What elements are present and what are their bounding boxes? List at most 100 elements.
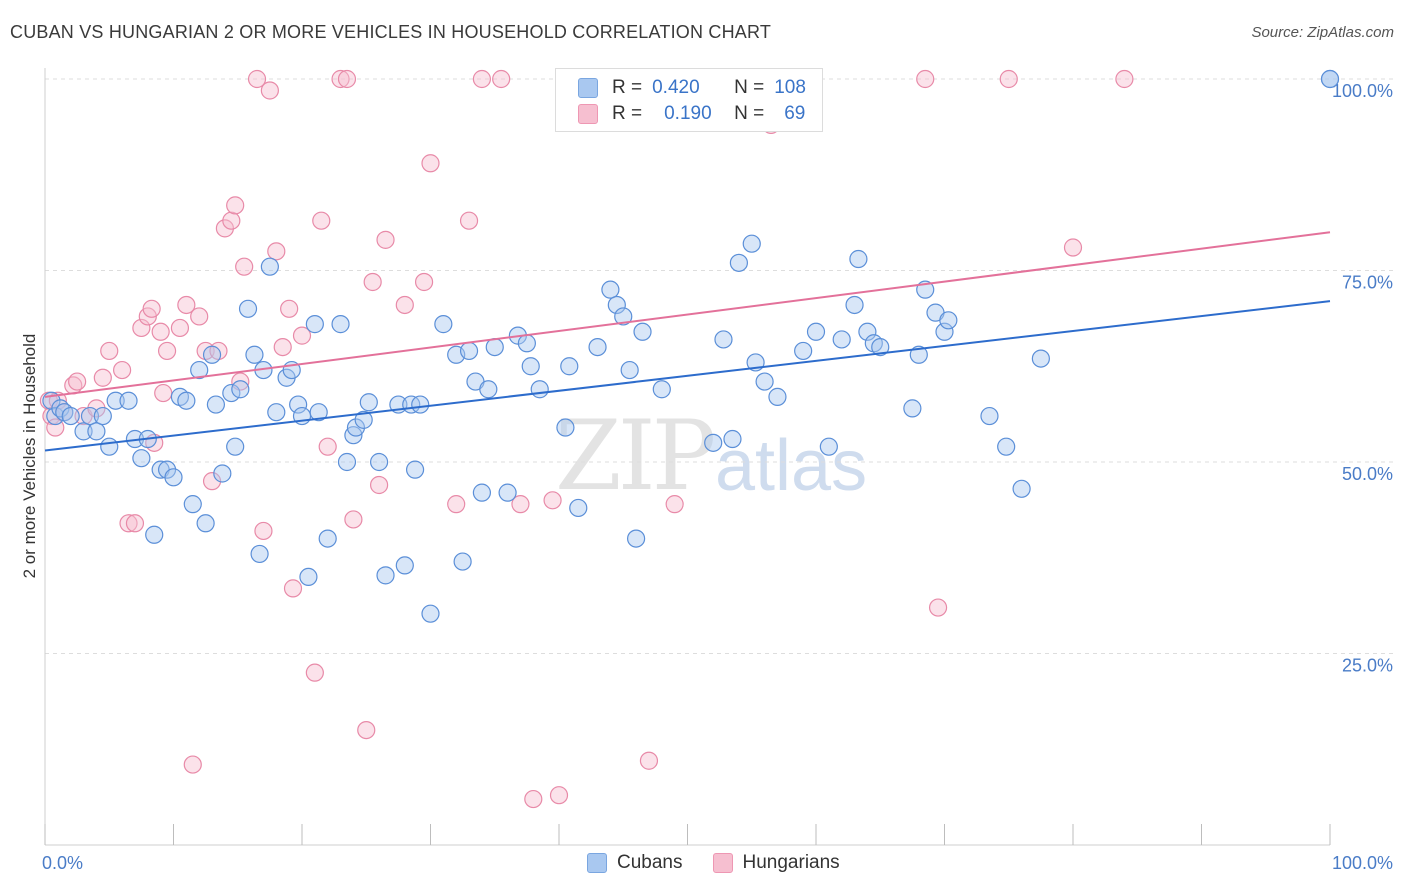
legend-item-hungarians[interactable]: Hungarians <box>712 852 840 874</box>
cubans-point <box>742 234 761 253</box>
hungarians-point <box>183 755 202 774</box>
cubans-point <box>472 483 491 502</box>
cubans-point <box>806 322 826 341</box>
hungarians-point <box>492 69 511 89</box>
cubans-point <box>100 437 119 456</box>
cubans-point <box>202 345 222 364</box>
hungarians-point <box>524 789 543 809</box>
hungarians-point <box>235 257 254 276</box>
cubans-point <box>935 322 954 341</box>
legend-r-label: R = <box>612 103 643 124</box>
cubans-point <box>222 383 241 403</box>
y-tick-label: 50.0% <box>1342 464 1393 484</box>
cubans-point <box>245 345 264 364</box>
cubans-point <box>652 380 671 399</box>
hungarians-point <box>226 196 245 215</box>
cubans-point <box>213 464 232 483</box>
hungarians-point <box>177 295 196 315</box>
legend-n-value: 108 <box>774 77 806 98</box>
cubans-point <box>250 544 269 564</box>
legend-r-value: 0.420 <box>652 77 700 98</box>
source-label: Source: ZipAtlas.com <box>1251 24 1394 41</box>
x-tick-label: 0.0% <box>42 853 83 873</box>
legend-n-label: N = <box>734 103 765 124</box>
cubans-point <box>183 495 202 514</box>
cubans-point <box>704 433 723 452</box>
cubans-point <box>607 295 626 315</box>
hungarians-point <box>273 338 292 357</box>
cubans-point <box>346 418 366 437</box>
cubans-point <box>453 552 472 571</box>
cubans-point <box>206 395 226 414</box>
hungarians-point <box>305 663 324 682</box>
hungarians-point <box>999 69 1018 89</box>
cubans-point <box>260 257 279 276</box>
cubans-trend-line <box>44 300 1331 452</box>
hungarians-point <box>68 372 87 391</box>
cubans-point <box>196 514 215 533</box>
cubans-point <box>939 311 958 330</box>
hungarians-point <box>337 69 357 89</box>
hungarians-point <box>202 472 222 491</box>
cubans-point <box>1320 69 1340 89</box>
hungarians-point <box>928 598 948 617</box>
hungarians-point <box>916 69 935 89</box>
cubans-point <box>569 498 588 518</box>
cubans-point <box>626 529 646 548</box>
cubans-point <box>556 418 575 437</box>
cubans-point <box>729 253 749 272</box>
series-legend: Cubans Hungarians <box>587 852 870 874</box>
hungarians-point <box>357 720 376 740</box>
cubans-point <box>832 330 851 349</box>
cubans-point <box>755 372 774 391</box>
cubans-point <box>858 322 877 341</box>
watermark-atlas: atlas <box>715 426 868 506</box>
y-tick-label: 75.0% <box>1342 273 1393 293</box>
hungarians-trend-line <box>44 231 1331 398</box>
legend-item-cubans[interactable]: Cubans <box>587 852 683 874</box>
cubans-point <box>190 360 209 380</box>
hungarians-point <box>472 69 491 89</box>
cubans-point <box>1031 349 1050 368</box>
cubans-point <box>226 437 245 456</box>
hungarians-point <box>344 510 363 529</box>
legend-n-value: 69 <box>784 103 806 124</box>
cubans-point <box>903 399 922 418</box>
hungarians-point <box>376 230 395 249</box>
cubans-point <box>459 341 479 361</box>
cubans-point <box>305 315 324 334</box>
cubans-point <box>498 483 517 502</box>
hungarians-point <box>459 211 479 230</box>
hungarians-point <box>112 360 132 380</box>
stats-legend: R = 0.420 N = 108 R = 0.190 N = 69 <box>555 68 823 132</box>
cubans-point <box>370 452 389 472</box>
cubans-point <box>997 437 1016 456</box>
hungarians-point <box>543 491 562 510</box>
cubans-point <box>61 406 80 426</box>
cubans-point <box>331 315 350 334</box>
cubans-point <box>80 406 100 426</box>
cubans-point <box>794 341 813 361</box>
cubans-point <box>723 429 742 449</box>
legend-swatch-cubans <box>587 853 607 873</box>
hungarians-point <box>370 475 389 495</box>
cubans-point <box>318 529 337 548</box>
cubans-point <box>530 380 549 399</box>
cubans-point <box>395 556 414 575</box>
cubans-point <box>132 449 151 468</box>
cubans-point <box>421 604 440 623</box>
chart-title: CUBAN VS HUNGARIAN 2 OR MORE VEHICLES IN… <box>10 22 772 42</box>
hungarians-point <box>331 69 350 89</box>
cubans-point <box>620 360 639 380</box>
cubans-point <box>517 334 536 353</box>
cubans-point <box>119 391 138 410</box>
hungarians-point <box>414 272 434 292</box>
hungarians-point <box>222 211 241 230</box>
cubans-point <box>267 403 286 422</box>
cubans-point <box>614 307 633 326</box>
cubans-point <box>376 566 395 585</box>
cubans-point <box>633 322 652 341</box>
cubans-point <box>980 406 999 426</box>
legend-swatch-hungarians <box>712 853 733 873</box>
